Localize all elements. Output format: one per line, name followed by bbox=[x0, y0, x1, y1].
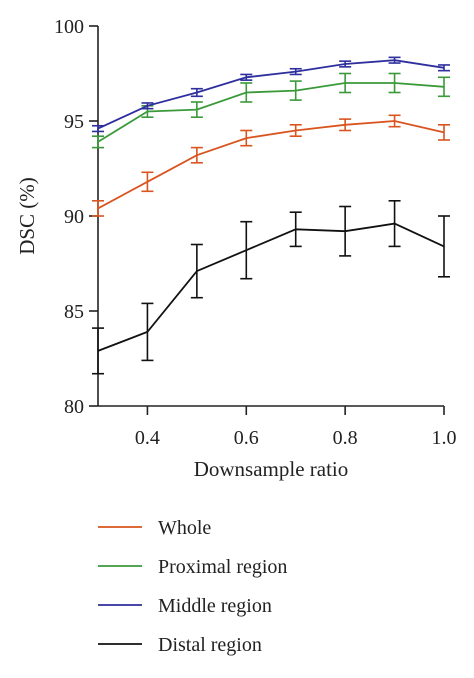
series-line bbox=[97, 222, 445, 352]
series-line bbox=[97, 120, 445, 210]
legend-label: Proximal region bbox=[158, 556, 287, 578]
x-tick-label: 1.0 bbox=[432, 427, 457, 449]
y-tick-label: 100 bbox=[54, 16, 84, 38]
legend-item-proximal-region: Proximal region bbox=[98, 556, 287, 578]
x-tick-label: 0.6 bbox=[234, 427, 259, 449]
y-tick-label: 90 bbox=[64, 206, 84, 228]
series-line bbox=[97, 59, 445, 130]
axes: 80 85 90 95 100 0.4 0.6 0.8 1.0 bbox=[54, 16, 457, 449]
series-middle-region bbox=[92, 56, 450, 133]
legend-label: Distal region bbox=[158, 634, 262, 656]
series-whole bbox=[92, 114, 450, 217]
y-tick-label: 95 bbox=[64, 111, 84, 133]
y-tick-label: 85 bbox=[64, 301, 84, 323]
y-axis-label: DSC (%) bbox=[15, 177, 39, 255]
legend-item-whole: Whole bbox=[98, 517, 211, 539]
legend-item-middle-region: Middle region bbox=[98, 595, 272, 617]
x-tick-label: 0.4 bbox=[135, 427, 160, 449]
series-layer bbox=[92, 56, 450, 375]
x-axis-label: Downsample ratio bbox=[194, 457, 349, 481]
series-distal-region bbox=[92, 200, 450, 375]
legend-label: Middle region bbox=[158, 595, 272, 617]
legend-label: Whole bbox=[158, 517, 211, 539]
legend: Whole Proximal region Middle region Distal … bbox=[98, 517, 287, 656]
series-line bbox=[97, 82, 445, 143]
y-tick-label: 80 bbox=[64, 396, 84, 418]
series-proximal-region bbox=[92, 72, 450, 149]
x-tick-label: 0.8 bbox=[333, 427, 358, 449]
legend-item-distal-region: Distal region bbox=[98, 634, 262, 656]
